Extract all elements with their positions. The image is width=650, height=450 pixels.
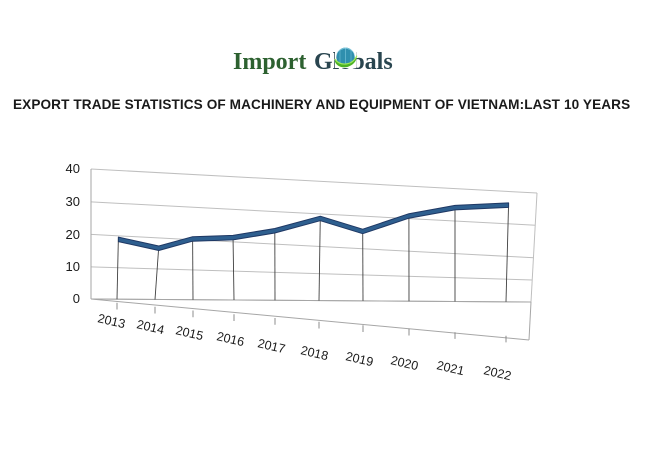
svg-text:10: 10: [66, 259, 80, 274]
svg-text:2013: 2013: [96, 311, 126, 331]
svg-text:2019: 2019: [344, 349, 374, 369]
svg-text:2018: 2018: [299, 343, 329, 363]
svg-text:30: 30: [66, 194, 80, 209]
svg-text:2015: 2015: [174, 323, 204, 343]
svg-text:0: 0: [73, 291, 80, 306]
svg-text:2020: 2020: [389, 353, 419, 373]
svg-text:2022: 2022: [482, 363, 512, 383]
svg-text:2021: 2021: [435, 358, 465, 378]
svg-text:40: 40: [66, 161, 80, 176]
svg-text:2016: 2016: [215, 329, 245, 349]
svg-text:2014: 2014: [135, 317, 165, 337]
svg-text:2017: 2017: [256, 336, 286, 356]
svg-text:20: 20: [66, 227, 80, 242]
